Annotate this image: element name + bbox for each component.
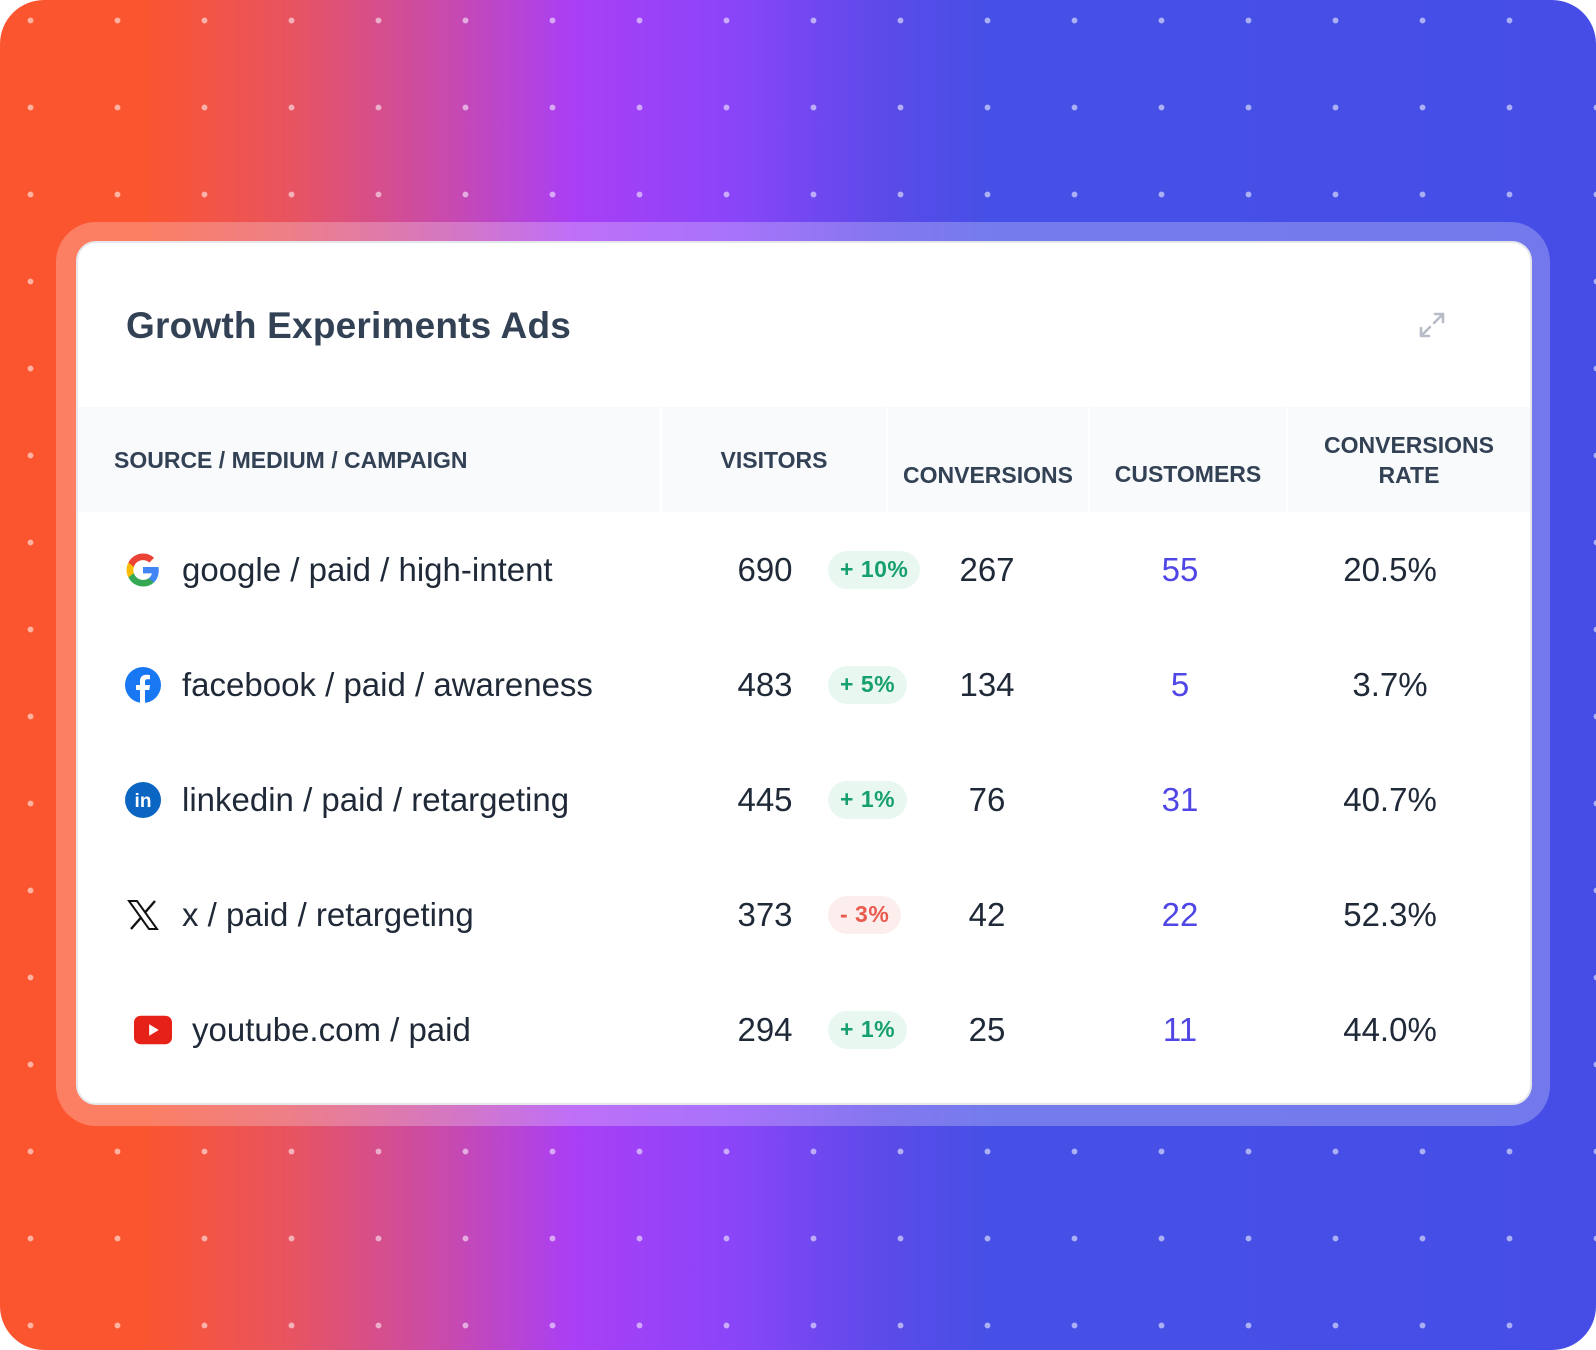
visitors-value: 373 <box>737 895 793 933</box>
conversions-value: 134 <box>959 665 1015 703</box>
visitors-value: 690 <box>737 550 793 588</box>
table-row[interactable]: google / paid / high-intent 690 + 10% 26… <box>78 512 1530 627</box>
conversions-value: 42 <box>968 895 1006 933</box>
source-label: youtube.com / paid <box>192 1010 471 1048</box>
linkedin-icon: in <box>124 781 162 819</box>
youtube-icon <box>134 1011 172 1049</box>
source-cell: in linkedin / paid / retargeting <box>124 781 569 819</box>
visitors-value: 445 <box>737 780 793 818</box>
conversions-value: 25 <box>968 1010 1006 1048</box>
change-badge: - 3% <box>828 895 902 934</box>
report-card: Growth Experiments Ads SOURCE / MEDIUM /… <box>76 241 1532 1105</box>
column-header-visitors: VISITORS <box>662 407 886 512</box>
x-icon <box>124 896 162 934</box>
facebook-icon <box>124 666 162 704</box>
google-icon <box>124 551 162 589</box>
table-header: SOURCE / MEDIUM / CAMPAIGN VISITORS CONV… <box>78 407 1530 512</box>
change-badge: + 10% <box>828 550 921 589</box>
table-row[interactable]: facebook / paid / awareness 483 + 5% 134… <box>78 627 1530 742</box>
source-cell: facebook / paid / awareness <box>124 666 593 704</box>
customers-value: 5 <box>1170 665 1190 703</box>
customers-value: 31 <box>1161 780 1199 818</box>
column-header-conversions: CONVERSIONS <box>888 407 1088 512</box>
column-header-customers: CUSTOMERS <box>1090 407 1286 512</box>
table-row[interactable]: x / paid / retargeting 373 - 3% 42 22 52… <box>78 857 1530 972</box>
conversions-rate-value: 44.0% <box>1343 1010 1437 1048</box>
change-badge: + 1% <box>828 780 908 819</box>
table-row[interactable]: youtube.com / paid 294 + 1% 25 11 44.0% <box>78 972 1530 1087</box>
conversions-rate-value: 40.7% <box>1343 780 1437 818</box>
change-badge: + 5% <box>828 665 908 704</box>
conversions-value: 76 <box>968 780 1006 818</box>
conversions-rate-value: 3.7% <box>1352 665 1428 703</box>
visitors-value: 483 <box>737 665 793 703</box>
expand-arrows-icon <box>1419 312 1445 338</box>
source-label: linkedin / paid / retargeting <box>182 780 570 818</box>
source-label: google / paid / high-intent <box>182 550 553 588</box>
column-header-conversions-rate: CONVERSIONS RATE <box>1288 407 1530 512</box>
source-label: x / paid / retargeting <box>182 895 474 933</box>
expand-button[interactable] <box>1416 309 1448 341</box>
svg-text:in: in <box>135 791 152 812</box>
conversions-rate-value: 20.5% <box>1343 550 1437 588</box>
card-title: Growth Experiments Ads <box>126 305 572 346</box>
column-header-source: SOURCE / MEDIUM / CAMPAIGN <box>78 407 660 512</box>
visitors-value: 294 <box>737 1010 793 1048</box>
conversions-value: 267 <box>959 550 1015 588</box>
source-cell: x / paid / retargeting <box>124 896 474 934</box>
customers-value: 22 <box>1161 895 1199 933</box>
table-row[interactable]: in linkedin / paid / retargeting 445 + 1… <box>78 742 1530 857</box>
source-cell: youtube.com / paid <box>124 1011 471 1049</box>
source-cell: google / paid / high-intent <box>124 551 553 589</box>
source-label: facebook / paid / awareness <box>182 665 593 703</box>
change-badge: + 1% <box>828 1010 908 1049</box>
customers-value: 55 <box>1161 550 1199 588</box>
customers-value: 11 <box>1162 1010 1198 1048</box>
conversions-rate-value: 52.3% <box>1343 895 1437 933</box>
